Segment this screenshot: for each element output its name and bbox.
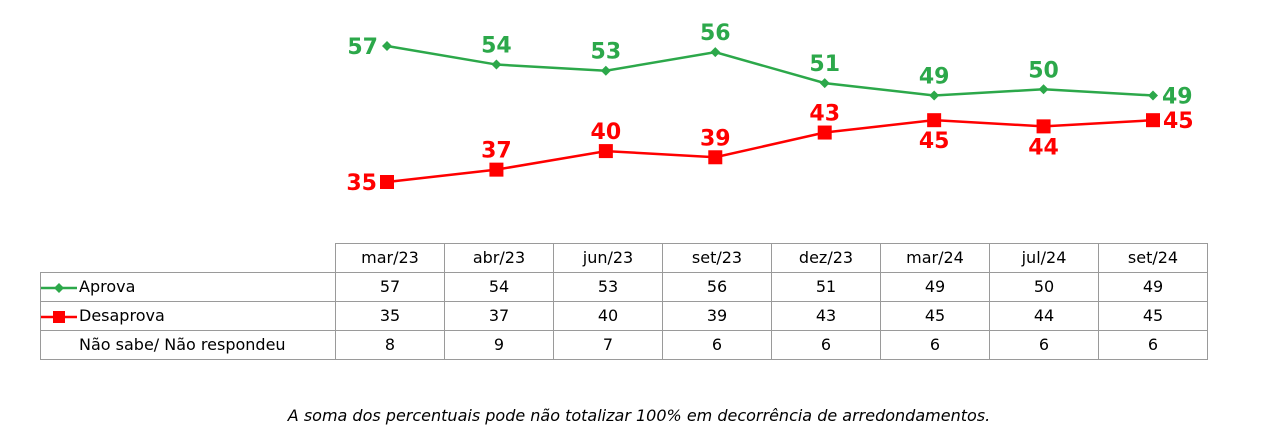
table-row-nao-sabe: Não sabe/ Não respondeu 8 9 7 6 6 6 6 6: [40, 330, 1208, 360]
desaprova-data-label: 40: [591, 120, 622, 145]
aprova-point: [1038, 84, 1049, 95]
desaprova-data-label: 39: [700, 126, 731, 151]
table-cell: 9: [444, 330, 554, 360]
aprova-data-label: 53: [591, 40, 622, 65]
desaprova-point: [927, 113, 942, 128]
desaprova-point: [708, 150, 723, 165]
aprova-data-label: 54: [481, 34, 512, 59]
desaprova-point: [1146, 113, 1160, 128]
col-header: jul/24: [989, 243, 1099, 273]
desaprova-data-label: 44: [1028, 135, 1059, 160]
aprova-data-label: 51: [809, 52, 840, 77]
table-cell: 50: [989, 272, 1099, 302]
col-header: set/24: [1098, 243, 1208, 273]
table-cell: 6: [662, 330, 772, 360]
series-layer: 57 54 53 56 51 49 50 49 35 37 40 39 43 45 44 45: [346, 21, 1193, 196]
table-cell: 54: [444, 272, 554, 302]
table-cell: 37: [444, 301, 554, 331]
desaprova-point: [380, 175, 394, 189]
aprova-data-label: 56: [700, 21, 731, 46]
row-label-aprova: Aprova: [40, 272, 336, 302]
table-cell: 45: [1098, 301, 1208, 331]
desaprova-point: [1036, 119, 1051, 134]
col-header: jun/23: [553, 243, 663, 273]
aprova-point: [600, 65, 611, 76]
col-header: dez/23: [771, 243, 881, 273]
aprova-data-label: 50: [1028, 58, 1059, 83]
table-cell: 6: [989, 330, 1099, 360]
aprova-legend-icon: [41, 282, 77, 293]
aprova-data-label: 49: [919, 64, 950, 89]
table-cell: 49: [880, 272, 990, 302]
aprova-point: [710, 47, 721, 58]
header-row: mar/23 abr/23 jun/23 set/23 dez/23 mar/2…: [40, 243, 1208, 273]
row-label-nao-sabe: Não sabe/ Não respondeu: [40, 330, 336, 360]
col-header: mar/23: [335, 243, 445, 273]
data-table: mar/23 abr/23 jun/23 set/23 dez/23 mar/2…: [40, 243, 1208, 360]
table-cell: 44: [989, 301, 1099, 331]
table-cell: 6: [771, 330, 881, 360]
aprova-point: [819, 78, 830, 89]
table-row-desaprova: Desaprova 35 37 40 39 43 45 44 45: [40, 301, 1208, 331]
table-cell: 43: [771, 301, 881, 331]
table-cell: 35: [335, 301, 445, 331]
table-cell: 7: [553, 330, 663, 360]
aprova-point: [929, 90, 940, 101]
col-header: abr/23: [444, 243, 554, 273]
line-chart: 57 54 53 56 51 49 50 49 35 37 40 39 43 45 44 45: [346, 21, 1193, 196]
table-corner: [40, 243, 336, 273]
desaprova-data-label: 45: [1163, 109, 1194, 134]
table-cell: 53: [553, 272, 663, 302]
table-cell: 57: [335, 272, 445, 302]
col-header: set/23: [662, 243, 772, 273]
aprova-point: [382, 41, 392, 51]
table-cell: 39: [662, 301, 772, 331]
table-cell: 8: [335, 330, 445, 360]
aprova-data-label: 57: [347, 35, 378, 60]
aprova-point: [1148, 90, 1158, 101]
table-cell: 6: [1098, 330, 1208, 360]
aprova-data-label: 49: [1162, 84, 1193, 109]
desaprova-data-label: 43: [809, 102, 840, 127]
desaprova-point: [817, 125, 832, 140]
row-label-text: Desaprova: [79, 306, 165, 325]
table-row-aprova: Aprova 57 54 53 56 51 49 50 49: [40, 272, 1208, 302]
table-cell: 40: [553, 301, 663, 331]
desaprova-point: [598, 144, 613, 159]
desaprova-data-label: 45: [919, 129, 950, 154]
row-label-text: Não sabe/ Não respondeu: [79, 335, 286, 354]
table-cell: 56: [662, 272, 772, 302]
table-cell: 51: [771, 272, 881, 302]
col-header: mar/24: [880, 243, 990, 273]
desaprova-series-line: [386, 118, 1154, 184]
aprova-series-line: [386, 44, 1154, 97]
desaprova-legend-icon: [41, 310, 77, 323]
table-cell: 49: [1098, 272, 1208, 302]
table-cell: 45: [880, 301, 990, 331]
aprova-point: [491, 59, 502, 70]
desaprova-data-label: 37: [481, 139, 512, 164]
footnote: A soma dos percentuais pode não totaliza…: [287, 406, 991, 425]
desaprova-point: [489, 162, 504, 177]
row-label-desaprova: Desaprova: [40, 301, 336, 331]
desaprova-data-label: 35: [346, 171, 377, 196]
table-cell: 6: [880, 330, 990, 360]
row-label-text: Aprova: [79, 277, 136, 296]
